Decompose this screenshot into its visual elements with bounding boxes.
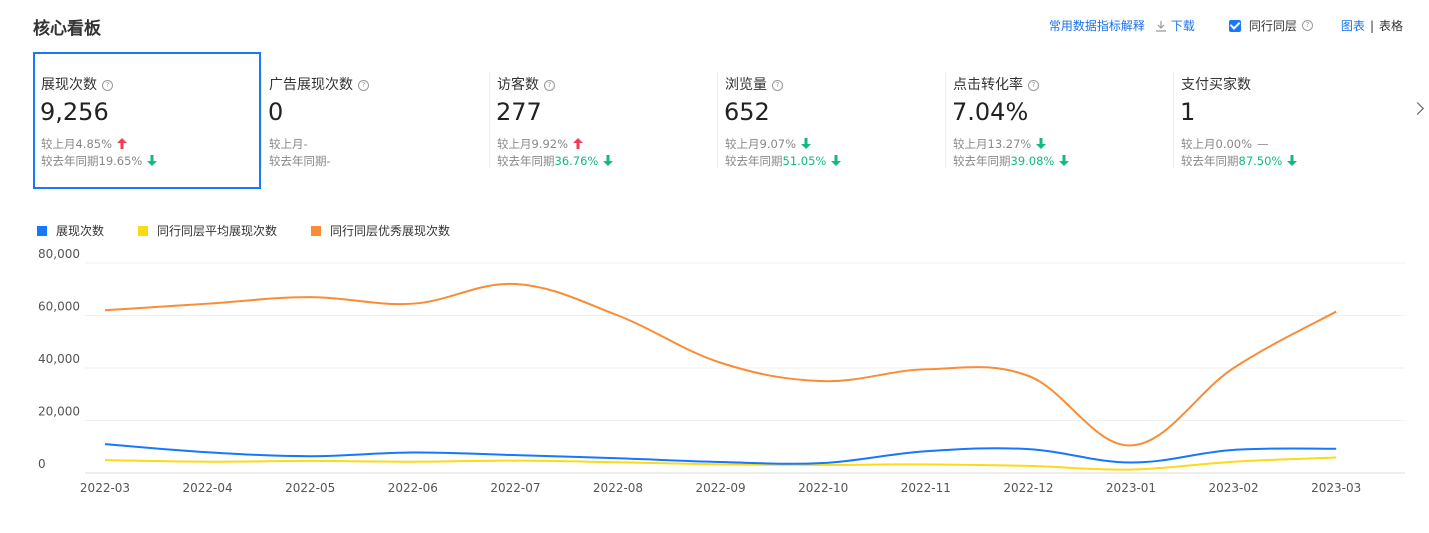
legend-swatch (138, 225, 149, 236)
chevron-right-icon[interactable] (1411, 102, 1424, 115)
download-label: 下载 (1170, 19, 1195, 33)
metric-card[interactable]: 访客数? 277 较上月9.92% 较去年同期36.76% (489, 52, 717, 189)
metric-yoy: 较去年同期19.65% (41, 153, 158, 169)
view-chart-tab[interactable]: 图表 (1340, 19, 1365, 33)
peer-checkbox[interactable] (1228, 19, 1241, 32)
arrow-up-icon (573, 138, 584, 149)
download-icon (1155, 20, 1166, 32)
arrow-up-icon (117, 138, 128, 149)
metric-mom: 较上月13.27% (953, 136, 1047, 152)
y-tick-label: 20,000 (38, 405, 80, 419)
arrow-down-icon (1287, 155, 1298, 166)
y-tick-label: 40,000 (38, 352, 80, 366)
metric-mom: 较上月9.92% (497, 136, 584, 152)
metric-label: 展现次数? (41, 74, 113, 94)
metric-label: 点击转化率? (953, 74, 1039, 94)
peer-label: 同行同层 (1248, 19, 1297, 33)
metric-yoy: 较去年同期39.08% (953, 153, 1070, 169)
metric-value: 1 (1180, 98, 1196, 126)
x-tick-label: 2022-10 (798, 481, 848, 495)
help-icon[interactable]: ? (772, 79, 783, 91)
series-line (104, 443, 1337, 465)
chart-legend: 展现次数 同行同层平均展现次数 同行同层优秀展现次数 (37, 222, 484, 239)
x-tick-label: 2023-02 (1209, 481, 1259, 495)
legend-item[interactable]: 同行同层优秀展现次数 (311, 222, 450, 239)
legend-label: 同行同层平均展现次数 (157, 224, 278, 238)
metric-card[interactable]: 展现次数? 9,256 较上月4.85% 较去年同期19.65% (33, 52, 261, 189)
metric-label: 支付买家数 (1181, 77, 1251, 93)
metric-value: 7.04% (952, 98, 1029, 126)
metric-value: 652 (724, 98, 770, 126)
download-button[interactable]: 下载 (1155, 17, 1195, 34)
arrow-down-icon (147, 155, 158, 166)
y-tick-label: 0 (38, 457, 46, 471)
metric-value: 9,256 (40, 98, 109, 126)
metric-mom: 较上月4.85% (41, 136, 128, 152)
x-tick-label: 2022-11 (901, 481, 951, 495)
card-divider (261, 72, 262, 168)
arrow-down-icon (801, 138, 812, 149)
metric-mom: 较上月- (269, 137, 308, 151)
metric-card[interactable]: 点击转化率? 7.04% 较上月13.27% 较去年同期39.08% (945, 52, 1173, 189)
legend-item[interactable]: 展现次数 (37, 222, 104, 239)
metric-yoy: 较去年同期- (269, 154, 331, 168)
metric-mom: 较上月0.00% — (1181, 137, 1269, 151)
help-icon[interactable]: ? (102, 79, 113, 91)
metric-mom: 较上月9.07% (725, 136, 812, 152)
toolbar: 常用数据指标解释 下载 同行同层 ? 图表 | 表格 (1049, 17, 1403, 34)
page-title: 核心看板 (33, 19, 101, 39)
help-icon[interactable]: ? (1028, 79, 1039, 91)
view-switch: 图表 | 表格 (1341, 17, 1403, 34)
metric-yoy: 较去年同期51.05% (725, 153, 842, 169)
legend-item[interactable]: 同行同层平均展现次数 (138, 222, 277, 239)
help-icon[interactable]: ? (544, 79, 555, 91)
series-line (104, 456, 1337, 471)
series-line (104, 282, 1337, 447)
metric-label: 访客数? (497, 74, 555, 94)
metric-yoy: 较去年同期87.50% (1181, 153, 1298, 169)
metric-label: 广告展现次数? (269, 74, 369, 94)
legend-swatch (37, 225, 47, 236)
help-icon[interactable]: ? (1301, 20, 1313, 31)
x-tick-label: 2022-03 (80, 481, 130, 495)
x-tick-label: 2022-04 (183, 481, 233, 495)
card-divider (717, 72, 718, 168)
x-tick-label: 2022-06 (388, 481, 438, 495)
x-tick-label: 2022-07 (490, 481, 540, 495)
help-icon[interactable]: ? (358, 79, 369, 91)
arrow-down-icon (1059, 155, 1070, 166)
arrow-down-icon (1036, 138, 1047, 149)
arrow-down-icon (831, 155, 842, 166)
card-divider (489, 72, 490, 168)
legend-swatch (311, 225, 322, 236)
metrics-explain-link[interactable]: 常用数据指标解释 (1048, 19, 1145, 33)
metric-card[interactable]: 广告展现次数? 0 较上月- 较去年同期- (261, 52, 489, 189)
y-tick-label: 60,000 (38, 300, 80, 314)
y-tick-label: 80,000 (38, 247, 80, 261)
line-chart: 0 20,000 40,000 60,000 80,000 2022-03 2022-04 2… (38, 247, 1405, 495)
view-separator: | (1369, 18, 1374, 33)
card-divider (1173, 72, 1174, 168)
legend-label: 展现次数 (56, 224, 105, 238)
x-tick-label: 2022-12 (1003, 481, 1053, 495)
metric-yoy: 较去年同期36.76% (497, 153, 614, 169)
view-table-tab[interactable]: 表格 (1378, 19, 1403, 33)
x-tick-label: 2022-09 (696, 481, 746, 495)
legend-label: 同行同层优秀展现次数 (330, 224, 451, 238)
metric-card[interactable]: 支付买家数 1 较上月0.00% — 较去年同期87.50% (1173, 52, 1401, 189)
metric-card[interactable]: 浏览量? 652 较上月9.07% 较去年同期51.05% (717, 52, 945, 189)
metric-value: 277 (496, 98, 542, 126)
x-tick-label: 2022-08 (593, 481, 643, 495)
flat-dash-icon: — (1257, 137, 1269, 151)
metric-value: 0 (268, 98, 284, 126)
metric-label: 浏览量? (725, 74, 783, 94)
peer-toggle[interactable]: 同行同层 ? (1228, 17, 1313, 34)
arrow-down-icon (603, 155, 614, 166)
x-tick-label: 2023-01 (1106, 481, 1156, 495)
card-divider (945, 72, 946, 168)
x-tick-label: 2023-03 (1311, 481, 1361, 495)
x-tick-label: 2022-05 (285, 481, 335, 495)
